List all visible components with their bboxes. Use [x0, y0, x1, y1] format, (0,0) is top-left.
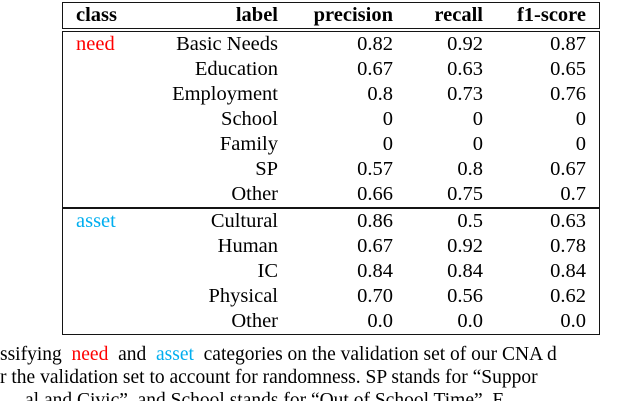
row-label: Family [219, 133, 278, 156]
row-recall: 0.73 [447, 83, 483, 106]
col-header-recall: recall [434, 3, 483, 26]
row-recall: 0.84 [447, 260, 483, 283]
table-row: Employment 0.8 0.73 0.76 [63, 82, 599, 107]
row-recall: 0.0 [457, 310, 483, 333]
row-class-label: asset [76, 210, 116, 233]
col-header-label: label [235, 3, 278, 26]
row-f1-score: 0.76 [550, 83, 586, 106]
col-header-precision: precision [313, 3, 393, 26]
caption-line-1: ssifying need and asset categories on th… [0, 343, 640, 366]
row-f1-score: 0.65 [550, 58, 586, 81]
caption-text: ssifying [0, 344, 67, 365]
row-precision: 0.66 [357, 183, 393, 206]
caption-need-word: need [71, 344, 109, 365]
caption-line-3: al and Civic”, and School stands for “Ou… [25, 390, 504, 401]
caption-text: and [113, 344, 152, 365]
row-f1-score: 0.84 [550, 260, 586, 283]
table-row: School 0 0 0 [63, 107, 599, 132]
col-header-class: class [76, 3, 117, 26]
row-recall: 0 [472, 133, 483, 156]
row-label: Other [231, 310, 278, 333]
row-precision: 0 [382, 133, 393, 156]
table-row: asset Cultural 0.86 0.5 0.63 [63, 209, 599, 234]
table-header-row: class label precision recall f1-score [62, 2, 600, 29]
table-row: Education 0.67 0.63 0.65 [63, 57, 599, 82]
row-label: Human [217, 235, 278, 258]
row-f1-score: 0.67 [550, 158, 586, 181]
row-label: IC [257, 260, 279, 283]
table-row: Family 0 0 0 [63, 132, 599, 157]
caption-asset-word: asset [155, 344, 194, 365]
row-label: Employment [172, 83, 278, 106]
row-precision: 0.82 [357, 33, 393, 56]
caption-text: categories on the validation set of our … [198, 344, 557, 365]
row-class-label: need [76, 33, 115, 56]
row-f1-score: 0.0 [560, 310, 586, 333]
row-recall: 0 [472, 108, 483, 131]
row-recall: 0.92 [447, 33, 483, 56]
row-label: Physical [208, 285, 278, 308]
row-precision: 0.86 [357, 210, 393, 233]
row-f1-score: 0.7 [560, 183, 586, 206]
table-row: SP 0.57 0.8 0.67 [63, 157, 599, 182]
row-label: Other [231, 183, 278, 206]
table-section-need: need Basic Needs 0.82 0.92 0.87 Education 0.67… [62, 31, 600, 208]
row-f1-score: 0.62 [550, 285, 586, 308]
table-row: IC 0.84 0.84 0.84 [63, 259, 599, 284]
table-row: Human 0.67 0.92 0.78 [63, 234, 599, 259]
row-precision: 0.70 [357, 285, 393, 308]
row-f1-score: 0.78 [550, 235, 586, 258]
row-recall: 0.75 [447, 183, 483, 206]
row-precision: 0 [382, 108, 393, 131]
caption-line-2: r the validation set to account for rand… [0, 367, 538, 388]
row-label: Education [194, 58, 278, 81]
results-table: class label precision recall f1-score ne… [62, 2, 600, 335]
table-section-asset: asset Cultural 0.86 0.5 0.63 Human 0.67 0.92 0.7… [62, 208, 600, 335]
row-precision: 0.57 [357, 158, 393, 181]
table-row: Physical 0.70 0.56 0.62 [63, 284, 599, 309]
row-recall: 0.8 [457, 158, 483, 181]
row-recall: 0.5 [457, 210, 483, 233]
row-precision: 0.0 [367, 310, 393, 333]
row-precision: 0.8 [367, 83, 393, 106]
table-row: Other 0.66 0.75 0.7 [63, 182, 599, 207]
caption: ssifying need and asset categories on th… [0, 343, 640, 401]
row-f1-score: 0.87 [550, 33, 586, 56]
row-f1-score: 0.63 [550, 210, 586, 233]
row-f1-score: 0 [575, 133, 586, 156]
row-recall: 0.56 [447, 285, 483, 308]
row-label: School [221, 108, 278, 131]
row-label: Basic Needs [176, 33, 278, 56]
row-f1-score: 0 [575, 108, 586, 131]
row-precision: 0.67 [357, 58, 393, 81]
row-precision: 0.84 [357, 260, 393, 283]
row-recall: 0.63 [447, 58, 483, 81]
row-label: SP [255, 158, 278, 181]
row-recall: 0.92 [447, 235, 483, 258]
table-row: need Basic Needs 0.82 0.92 0.87 [63, 32, 599, 57]
row-label: Cultural [210, 210, 278, 233]
row-precision: 0.67 [357, 235, 393, 258]
col-header-f1-score: f1-score [516, 3, 586, 26]
table-row: Other 0.0 0.0 0.0 [63, 309, 599, 334]
